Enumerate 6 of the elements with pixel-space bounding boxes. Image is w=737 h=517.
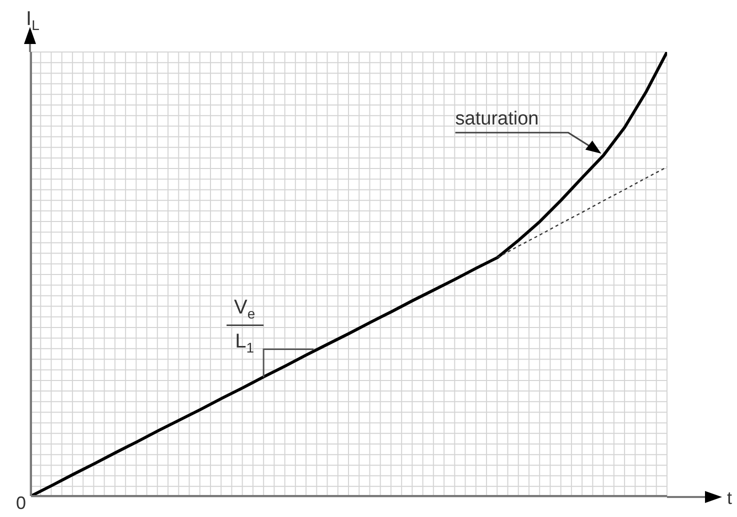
x-axis-title: t bbox=[727, 488, 732, 508]
annotation: L$_{1}$ bbox=[235, 330, 254, 356]
y-axis-title: I$_{L}$ bbox=[26, 8, 40, 33]
annotation: V$_{e}$ bbox=[234, 296, 256, 322]
annotation: saturation bbox=[455, 108, 539, 130]
text: 0 bbox=[16, 493, 26, 513]
